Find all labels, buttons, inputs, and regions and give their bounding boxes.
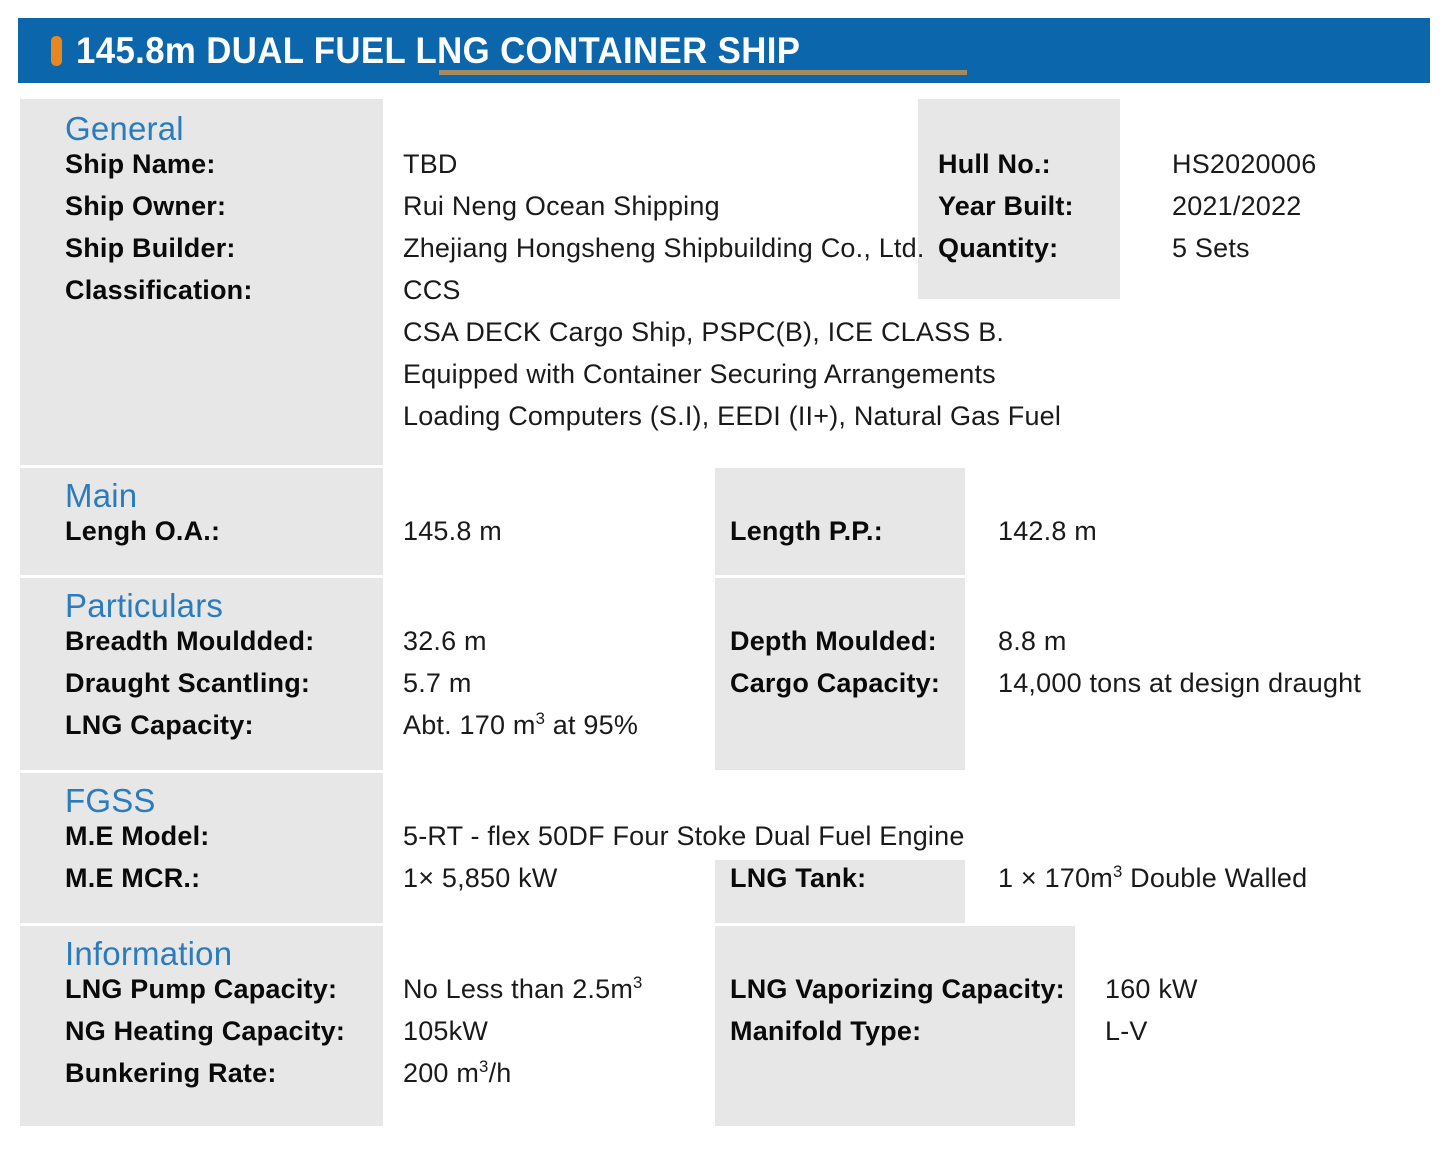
table-row: Classification: CCS [20,275,1430,317]
title-wrapper: 145.8m DUAL FUEL LNG CONTAINER SHIP [76,18,967,83]
table-row: NG Heating Capacity: 105kW Manifold Type… [20,1016,1430,1058]
label-breadth-moulded: Breadth Mouldded: [65,626,315,657]
label-bunkering-rate: Bunkering Rate: [65,1058,277,1089]
label-cargo-capacity: Cargo Capacity: [730,668,941,699]
label-ship-builder: Ship Builder: [65,233,236,264]
value-length-oa: 145.8 m [403,516,502,547]
label-draught-scantling: Draught Scantling: [65,668,311,699]
section-main: Main Lengh O.A.: 145.8 m Length P.P.: 14… [20,468,1430,578]
value-depth-moulded: 8.8 m [998,626,1067,657]
table-row: Draught Scantling: 5.7 m Cargo Capacity:… [20,668,1430,710]
label-length-oa: Lengh O.A.: [65,516,221,547]
label-lng-capacity: LNG Capacity: [65,710,254,741]
label-column-background [20,926,383,1126]
label-depth-moulded: Depth Moulded: [730,626,937,657]
value-lng-vaporizing-capacity: 160 kW [1105,974,1198,1005]
section-heading-main: Main [65,477,138,514]
section-heading-information: Information [65,935,233,972]
right-label-panel-background [918,99,1120,299]
label-ship-name: Ship Name: [65,149,216,180]
value-me-model: 5-RT - flex 50DF Four Stoke Dual Fuel En… [403,821,965,852]
label-lng-vaporizing-capacity: LNG Vaporizing Capacity: [730,974,1065,1005]
label-me-model: M.E Model: [65,821,210,852]
page-title: 145.8m DUAL FUEL LNG CONTAINER SHIP [76,30,801,71]
value-bunkering-rate: 200 m3/h [403,1057,512,1089]
section-heading-particulars: Particulars [65,587,224,624]
value-classification: CCS [403,275,461,306]
table-row: Ship Builder: Zhejiang Hongsheng Shipbui… [20,233,1430,275]
table-row: Lengh O.A.: 145.8 m Length P.P.: 142.8 m [20,516,1430,558]
right-label-panel-background [715,578,965,770]
rows-fgss: M.E Model: 5-RT - flex 50DF Four Stoke D… [20,821,1430,905]
label-column-background [20,99,383,465]
rows-information: LNG Pump Capacity: No Less than 2.5m3 LN… [20,974,1430,1100]
label-length-pp: Length P.P.: [730,516,883,547]
right-label-panel-background [715,926,1075,1126]
table-row: M.E Model: 5-RT - flex 50DF Four Stoke D… [20,821,1430,863]
table-row: LNG Pump Capacity: No Less than 2.5m3 LN… [20,974,1430,1016]
classification-line: Equipped with Container Securing Arrange… [20,359,1430,401]
value-draught-scantling: 5.7 m [403,668,472,699]
label-ng-heating-capacity: NG Heating Capacity: [65,1016,346,1047]
section-heading-general: General [65,110,184,147]
label-ship-owner: Ship Owner: [65,191,227,222]
section-general: General Ship Name: TBD Hull No.: HS20200… [20,99,1430,468]
label-column-background [20,773,383,923]
value-length-pp: 142.8 m [998,516,1097,547]
accent-bar-icon [51,35,62,66]
classification-line-1: CSA DECK Cargo Ship, PSPC(B), ICE CLASS … [403,317,1005,348]
value-lng-tank: 1 × 170m3 Double Walled [998,862,1308,894]
value-breadth-moulded: 32.6 m [403,626,487,657]
value-year-built: 2021/2022 [1172,191,1302,222]
value-ship-name: TBD [403,149,458,180]
label-lng-pump-capacity: LNG Pump Capacity: [65,974,338,1005]
label-quantity: Quantity: [938,233,1059,264]
table-row: Breadth Mouldded: 32.6 m Depth Moulded: … [20,626,1430,668]
section-information: Information LNG Pump Capacity: No Less t… [20,926,1430,1129]
right-label-panel-background [715,860,965,923]
classification-line-2: Equipped with Container Securing Arrange… [403,359,996,390]
label-classification: Classification: [65,275,253,306]
label-hull-no: Hull No.: [938,149,1051,180]
title-bar: 145.8m DUAL FUEL LNG CONTAINER SHIP [18,18,1430,83]
section-fgss: FGSS M.E Model: 5-RT - flex 50DF Four St… [20,773,1430,926]
value-quantity: 5 Sets [1172,233,1250,264]
value-cargo-capacity: 14,000 tons at design draught [998,668,1362,699]
spec-content: General Ship Name: TBD Hull No.: HS20200… [20,99,1430,1129]
value-lng-pump-capacity: No Less than 2.5m3 [403,973,643,1005]
classification-line-3: Loading Computers (S.I), EEDI (II+), Nat… [403,401,1062,432]
label-lng-tank: LNG Tank: [730,863,867,894]
table-row: Bunkering Rate: 200 m3/h [20,1058,1430,1100]
rows-main: Lengh O.A.: 145.8 m Length P.P.: 142.8 m [20,516,1430,558]
label-manifold-type: Manifold Type: [730,1016,922,1047]
title-underline [439,70,967,75]
value-ship-builder: Zhejiang Hongsheng Shipbuilding Co., Ltd… [403,233,925,264]
value-lng-capacity: Abt. 170 m3 at 95% [403,709,639,741]
label-me-mcr: M.E MCR.: [65,863,201,894]
table-row: M.E MCR.: 1× 5,850 kW LNG Tank: 1 × 170m… [20,863,1430,905]
right-label-panel-background [715,468,965,575]
value-me-mcr: 1× 5,850 kW [403,863,558,894]
table-row: Ship Owner: Rui Neng Ocean Shipping Year… [20,191,1430,233]
rows-particulars: Breadth Mouldded: 32.6 m Depth Moulded: … [20,626,1430,752]
value-ng-heating-capacity: 105kW [403,1016,489,1047]
value-hull-no: HS2020006 [1172,149,1317,180]
section-particulars: Particulars Breadth Mouldded: 32.6 m Dep… [20,578,1430,773]
table-row: Ship Name: TBD Hull No.: HS2020006 [20,149,1430,191]
classification-line: Loading Computers (S.I), EEDI (II+), Nat… [20,401,1430,443]
section-heading-fgss: FGSS [65,782,156,819]
classification-line: CSA DECK Cargo Ship, PSPC(B), ICE CLASS … [20,317,1430,359]
value-ship-owner: Rui Neng Ocean Shipping [403,191,720,222]
value-manifold-type: L-V [1105,1016,1148,1047]
table-row: LNG Capacity: Abt. 170 m3 at 95% [20,710,1430,752]
label-column-background [20,468,383,575]
label-year-built: Year Built: [938,191,1074,222]
label-column-background [20,578,383,770]
rows-general: Ship Name: TBD Hull No.: HS2020006 Ship … [20,149,1430,469]
